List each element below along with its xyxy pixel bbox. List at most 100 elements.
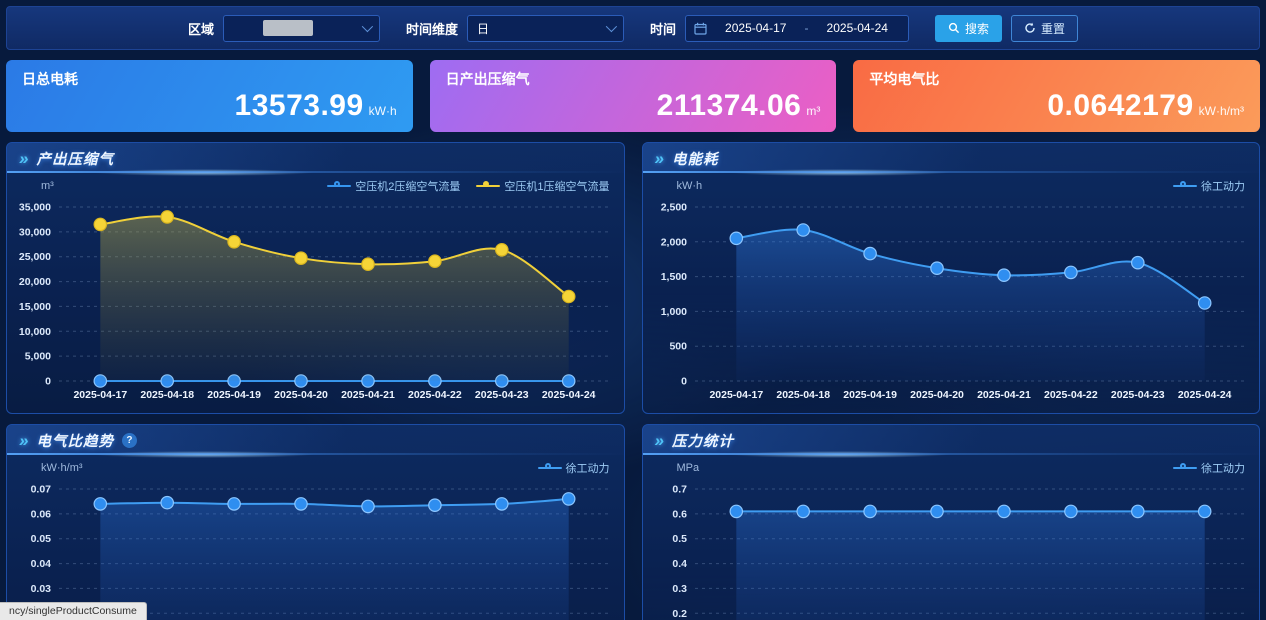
line-chart-svg: 00.010.020.030.040.050.060.072025-04-172… (31, 484, 610, 620)
help-icon[interactable]: ? (121, 432, 137, 448)
data-point-marker[interactable] (294, 251, 308, 265)
data-point-marker[interactable] (1063, 504, 1078, 519)
data-point-marker[interactable] (795, 504, 810, 519)
data-point-marker[interactable] (361, 499, 375, 514)
data-point-marker[interactable] (729, 504, 743, 519)
charts-grid: » 产出压缩气 m³ 空压机2压缩空气流量 空压机1压缩空气流量 0 5,000 1… (6, 142, 1260, 620)
legend-label: 徐工动力 (1201, 181, 1245, 193)
data-point-marker[interactable] (494, 242, 509, 257)
data-point-marker[interactable] (862, 504, 877, 519)
legend-item[interactable]: 徐工动力 (537, 460, 610, 476)
legend-item[interactable]: 徐工动力 (1173, 178, 1245, 194)
data-point-marker[interactable] (227, 497, 241, 511)
y-axis-unit: kW·h/m³ (41, 462, 83, 474)
data-point-marker[interactable] (1130, 255, 1145, 270)
data-point-marker[interactable] (361, 257, 375, 271)
kpi-title: 日总电耗 (22, 71, 78, 87)
data-point-marker[interactable] (93, 497, 108, 511)
y-axis-unit: m³ (41, 180, 54, 192)
chart-area: 00.010.020.030.040.050.060.072025-04-172… (7, 477, 624, 620)
date-start-value[interactable]: 2025-04-17 (725, 21, 787, 35)
panel-chevron-icon: » (19, 148, 29, 168)
svg-text:0.07: 0.07 (31, 484, 52, 496)
data-point-marker[interactable] (1197, 504, 1211, 519)
chart-panel-power-air-ratio-trend: » 电气比趋势 ? kW·h/m³ 徐工动力 00.010.020.030.04… (6, 424, 625, 620)
svg-text:10,000: 10,000 (19, 326, 51, 338)
data-point-marker[interactable] (929, 261, 944, 275)
legend-item[interactable]: 空压机1压缩空气流量 (476, 178, 610, 194)
svg-text:2025-04-19: 2025-04-19 (207, 389, 261, 401)
legend-label: 空压机1压缩空气流量 (504, 181, 610, 193)
svg-text:1,000: 1,000 (660, 306, 686, 318)
kpi-value: 13573.99 (234, 89, 364, 122)
line-chart-svg: 00.10.20.30.40.50.60.72025-04-172025-04-… (672, 484, 1246, 620)
legend-item[interactable]: 空压机2压缩空气流量 (327, 178, 460, 194)
data-point-marker[interactable] (294, 497, 308, 511)
data-point-marker[interactable] (996, 504, 1011, 519)
svg-text:1,500: 1,500 (660, 271, 686, 283)
data-point-marker[interactable] (729, 231, 743, 246)
legend-label: 空压机2压缩空气流量 (355, 181, 461, 193)
data-point-marker[interactable] (795, 223, 810, 237)
svg-text:0: 0 (45, 376, 51, 388)
time-range-filter-group: 时间 2025-04-17 - 2025-04-24 (650, 14, 909, 42)
svg-text:2025-04-24: 2025-04-24 (542, 389, 596, 401)
y-axis-unit: kW·h (676, 180, 703, 192)
svg-text:15,000: 15,000 (19, 301, 51, 313)
svg-text:2025-04-20: 2025-04-20 (910, 389, 964, 401)
actions-group: 搜索 重置 (935, 14, 1079, 42)
panel-chevron-icon: » (19, 430, 29, 450)
data-point-marker[interactable] (160, 495, 174, 510)
chart-legend: 空压机2压缩空气流量 空压机1压缩空气流量 (327, 178, 610, 194)
data-point-marker[interactable] (227, 234, 241, 249)
panel-chevron-icon: » (654, 148, 664, 168)
data-point-marker[interactable] (428, 498, 442, 512)
svg-text:2,000: 2,000 (660, 236, 686, 248)
data-point-marker[interactable] (561, 492, 576, 506)
search-button-label: 搜索 (965, 21, 990, 36)
data-point-marker[interactable] (428, 254, 442, 268)
date-range-input[interactable]: 2025-04-17 - 2025-04-24 (685, 14, 909, 42)
svg-text:30,000: 30,000 (19, 226, 51, 238)
svg-text:2025-04-18: 2025-04-18 (776, 389, 830, 401)
data-point-marker[interactable] (494, 497, 509, 511)
kpi-row: 日总电耗 13573.99 kW·h 日产出压缩气 211374.06 m³ 平… (6, 60, 1260, 132)
svg-text:0.7: 0.7 (672, 484, 687, 496)
data-point-marker[interactable] (862, 246, 877, 261)
data-point-marker[interactable] (1197, 296, 1211, 310)
time-dimension-label: 时间维度 (405, 21, 458, 37)
data-point-marker[interactable] (93, 217, 108, 232)
time-dimension-select[interactable]: 日 (466, 14, 624, 42)
data-point-marker[interactable] (561, 289, 576, 304)
chart-area: 0 5,000 10,000 15,000 20,000 25,000 30,000 35,0… (7, 195, 624, 413)
data-point-marker[interactable] (929, 504, 944, 519)
data-point-marker[interactable] (1130, 504, 1145, 519)
kpi-card-daily-power: 日总电耗 13573.99 kW·h (6, 60, 413, 132)
region-label: 区域 (187, 21, 214, 37)
date-separator: - (804, 21, 809, 35)
region-filter-group: 区域 (187, 14, 380, 42)
region-select[interactable] (222, 14, 380, 42)
data-point-marker[interactable] (996, 268, 1011, 282)
region-value-redacted (262, 20, 313, 36)
data-point-marker[interactable] (1063, 265, 1078, 280)
date-end-value[interactable]: 2025-04-24 (826, 21, 888, 35)
reset-button[interactable]: 重置 (1011, 14, 1079, 42)
data-point-marker[interactable] (160, 210, 174, 224)
kpi-unit: m³ (806, 104, 821, 118)
panel-header: » 压力统计 (642, 425, 1259, 458)
panel-title: 电气比趋势 (36, 433, 114, 450)
svg-text:2025-04-18: 2025-04-18 (140, 389, 194, 401)
legend-item[interactable]: 徐工动力 (1173, 460, 1245, 476)
kpi-card-avg-power-air-ratio: 平均电气比 0.0642179 kW·h/m³ (853, 60, 1260, 132)
svg-text:0.04: 0.04 (31, 558, 52, 570)
kpi-unit: kW·h/m³ (1198, 104, 1244, 118)
panel-header: » 电气比趋势 ? (7, 425, 624, 458)
chart-panel-pressure-stats: » 压力统计 MPa 徐工动力 00.10.20.30.40.50.60.720… (641, 424, 1260, 620)
svg-text:35,000: 35,000 (19, 202, 51, 214)
svg-text:500: 500 (669, 341, 687, 353)
kpi-value: 211374.06 (656, 89, 802, 122)
search-button[interactable]: 搜索 (935, 14, 1003, 42)
panel-chevron-icon: » (654, 430, 664, 450)
filter-bar: 区域 时间维度 日 时间 2025-04-17 (6, 6, 1260, 50)
